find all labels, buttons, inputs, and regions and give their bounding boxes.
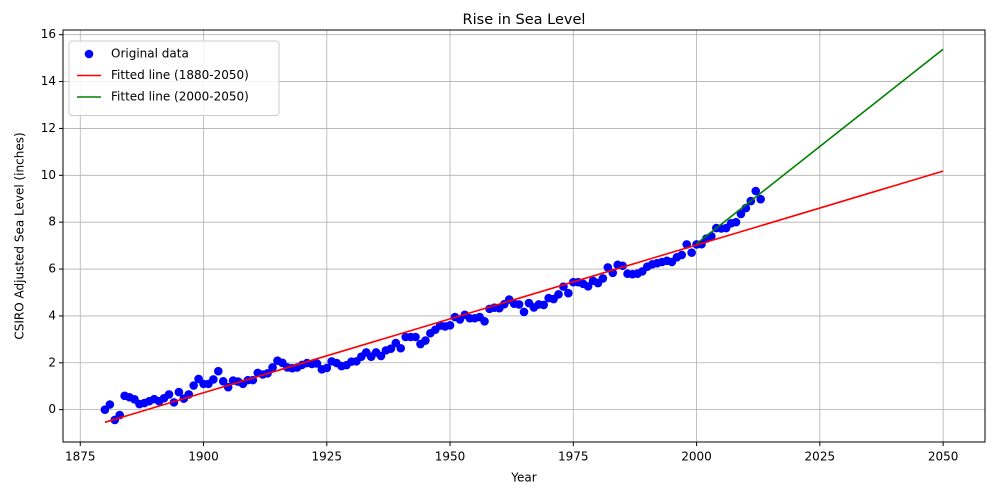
fitted-line bbox=[104, 170, 944, 424]
legend: Original data Fitted line (1880-2050) Fitt… bbox=[68, 40, 280, 116]
x-tick-label: 1900 bbox=[188, 450, 219, 464]
data-point bbox=[598, 274, 608, 283]
data-point bbox=[386, 344, 396, 354]
legend-label: Fitted line (2000-2050) bbox=[111, 90, 249, 104]
y-tick-label: 0 bbox=[48, 402, 56, 416]
data-point bbox=[756, 194, 765, 204]
data-point bbox=[411, 332, 420, 342]
y-tick-label: 8 bbox=[48, 215, 56, 229]
data-point bbox=[105, 400, 115, 409]
data-point bbox=[564, 288, 573, 298]
data-point bbox=[322, 363, 332, 373]
y-axis-label: CSIRO Adjusted Sea Level (inches) bbox=[13, 132, 27, 339]
x-tick-label: 1925 bbox=[312, 450, 343, 464]
data-point bbox=[189, 381, 198, 390]
x-tick-label: 2000 bbox=[681, 450, 712, 464]
data-point bbox=[554, 290, 563, 299]
data-point bbox=[677, 250, 687, 260]
data-point bbox=[421, 336, 430, 345]
data-point bbox=[396, 343, 406, 353]
data-point bbox=[209, 375, 218, 384]
data-point bbox=[736, 209, 746, 219]
data-point bbox=[519, 307, 529, 317]
data-point bbox=[164, 390, 174, 399]
x-tick-label: 2050 bbox=[928, 450, 959, 464]
data-point bbox=[480, 317, 489, 326]
y-tick-label: 14 bbox=[41, 74, 56, 88]
data-point bbox=[214, 366, 223, 376]
y-tick-label: 16 bbox=[41, 27, 56, 41]
legend-label: Fitted line (1880-2050) bbox=[111, 68, 249, 82]
x-tick-label: 2025 bbox=[805, 450, 836, 464]
data-point bbox=[174, 387, 184, 397]
x-tick-label: 1875 bbox=[65, 450, 96, 464]
legend-marker bbox=[84, 49, 94, 59]
data-point bbox=[445, 320, 455, 330]
legend-label: Original data bbox=[111, 47, 189, 61]
data-point bbox=[751, 186, 761, 196]
plot-frame bbox=[62, 29, 986, 443]
data-point bbox=[312, 359, 322, 368]
x-tick-label: 1975 bbox=[558, 450, 589, 464]
y-tick-label: 6 bbox=[48, 262, 56, 276]
data-point bbox=[268, 363, 277, 372]
data-point bbox=[376, 351, 386, 361]
chart-title: Rise in Sea Level bbox=[463, 12, 586, 28]
y-tick-label: 10 bbox=[41, 168, 56, 182]
fitted-line bbox=[696, 48, 944, 245]
legend-box bbox=[68, 40, 280, 116]
data-point bbox=[687, 248, 696, 257]
y-tick-label: 4 bbox=[48, 308, 56, 322]
data-point bbox=[539, 300, 549, 310]
data-point bbox=[218, 377, 228, 386]
y-tick-label: 12 bbox=[41, 121, 56, 135]
x-tick-label: 1950 bbox=[435, 450, 466, 464]
data-point bbox=[583, 282, 593, 291]
data-point bbox=[731, 217, 741, 227]
y-tick-label: 2 bbox=[48, 355, 56, 369]
x-axis-label: Year bbox=[510, 471, 536, 485]
data-point bbox=[514, 300, 524, 309]
